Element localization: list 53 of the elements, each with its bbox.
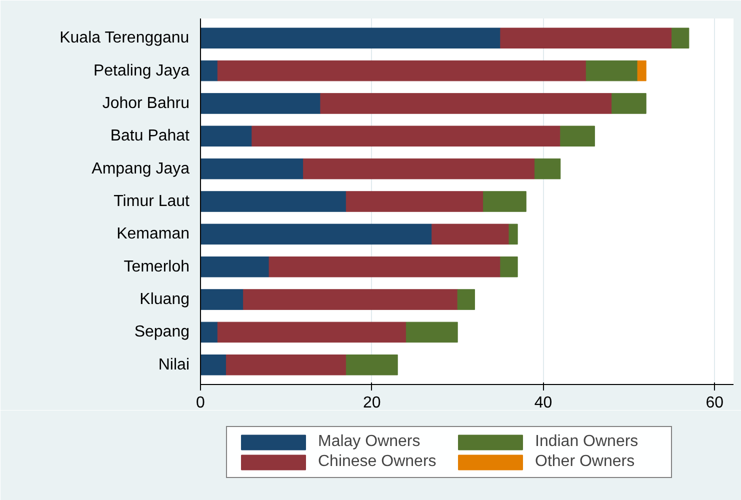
bar xyxy=(200,126,252,147)
bar xyxy=(252,126,561,147)
bar xyxy=(560,126,595,147)
bar xyxy=(200,28,501,48)
y-tick-label: Kemaman xyxy=(116,226,190,243)
legend-label: Indian Owners xyxy=(535,433,640,451)
legend-label: Chinese Owners xyxy=(318,453,438,471)
x-tick-label: 0 xyxy=(196,394,206,412)
x-tick-label: 20 xyxy=(362,394,381,412)
bar xyxy=(243,289,458,310)
y-tick-label: Petaling Jaya xyxy=(93,62,190,80)
bar xyxy=(200,322,218,343)
bar xyxy=(303,158,535,180)
bar xyxy=(200,354,226,376)
x-tick-label: 40 xyxy=(534,394,552,412)
bar xyxy=(406,322,458,343)
legend-label: Malay Owners xyxy=(318,433,422,451)
bar xyxy=(200,93,321,114)
bar xyxy=(200,191,346,212)
bar xyxy=(432,224,510,245)
y-tick-label: Sepang xyxy=(134,324,190,341)
bar xyxy=(534,158,561,180)
bar xyxy=(217,60,586,82)
bar xyxy=(346,191,484,212)
bar xyxy=(200,224,432,245)
bar xyxy=(672,28,690,48)
bar xyxy=(612,93,646,114)
y-tick-label: Ampang Jaya xyxy=(92,160,190,178)
bar xyxy=(200,256,270,278)
y-tick-label: Timur Laut xyxy=(114,193,190,210)
y-tick-label: Nilai xyxy=(158,356,190,374)
bar xyxy=(483,191,526,212)
bar xyxy=(200,158,304,180)
bar xyxy=(457,289,475,310)
bar xyxy=(346,354,398,376)
bar xyxy=(268,256,501,278)
y-tick-label: Batu Pahat xyxy=(110,128,190,145)
bar xyxy=(320,93,612,114)
bar xyxy=(200,60,218,82)
bar xyxy=(500,28,672,48)
y-tick-label: Temerloh xyxy=(124,258,190,276)
bar xyxy=(637,60,646,82)
bar xyxy=(586,60,638,82)
y-tick-label: Johor Bahru xyxy=(102,94,190,112)
y-tick-label: Kluang xyxy=(140,291,190,308)
bar xyxy=(500,256,518,278)
legend-label: Other Owners xyxy=(535,453,636,471)
bar xyxy=(508,224,518,245)
bar xyxy=(226,354,346,376)
x-tick-label: 60 xyxy=(706,394,724,412)
y-tick-label: Kuala Terengganu xyxy=(60,30,190,47)
bar xyxy=(217,322,406,343)
bar xyxy=(200,289,244,310)
